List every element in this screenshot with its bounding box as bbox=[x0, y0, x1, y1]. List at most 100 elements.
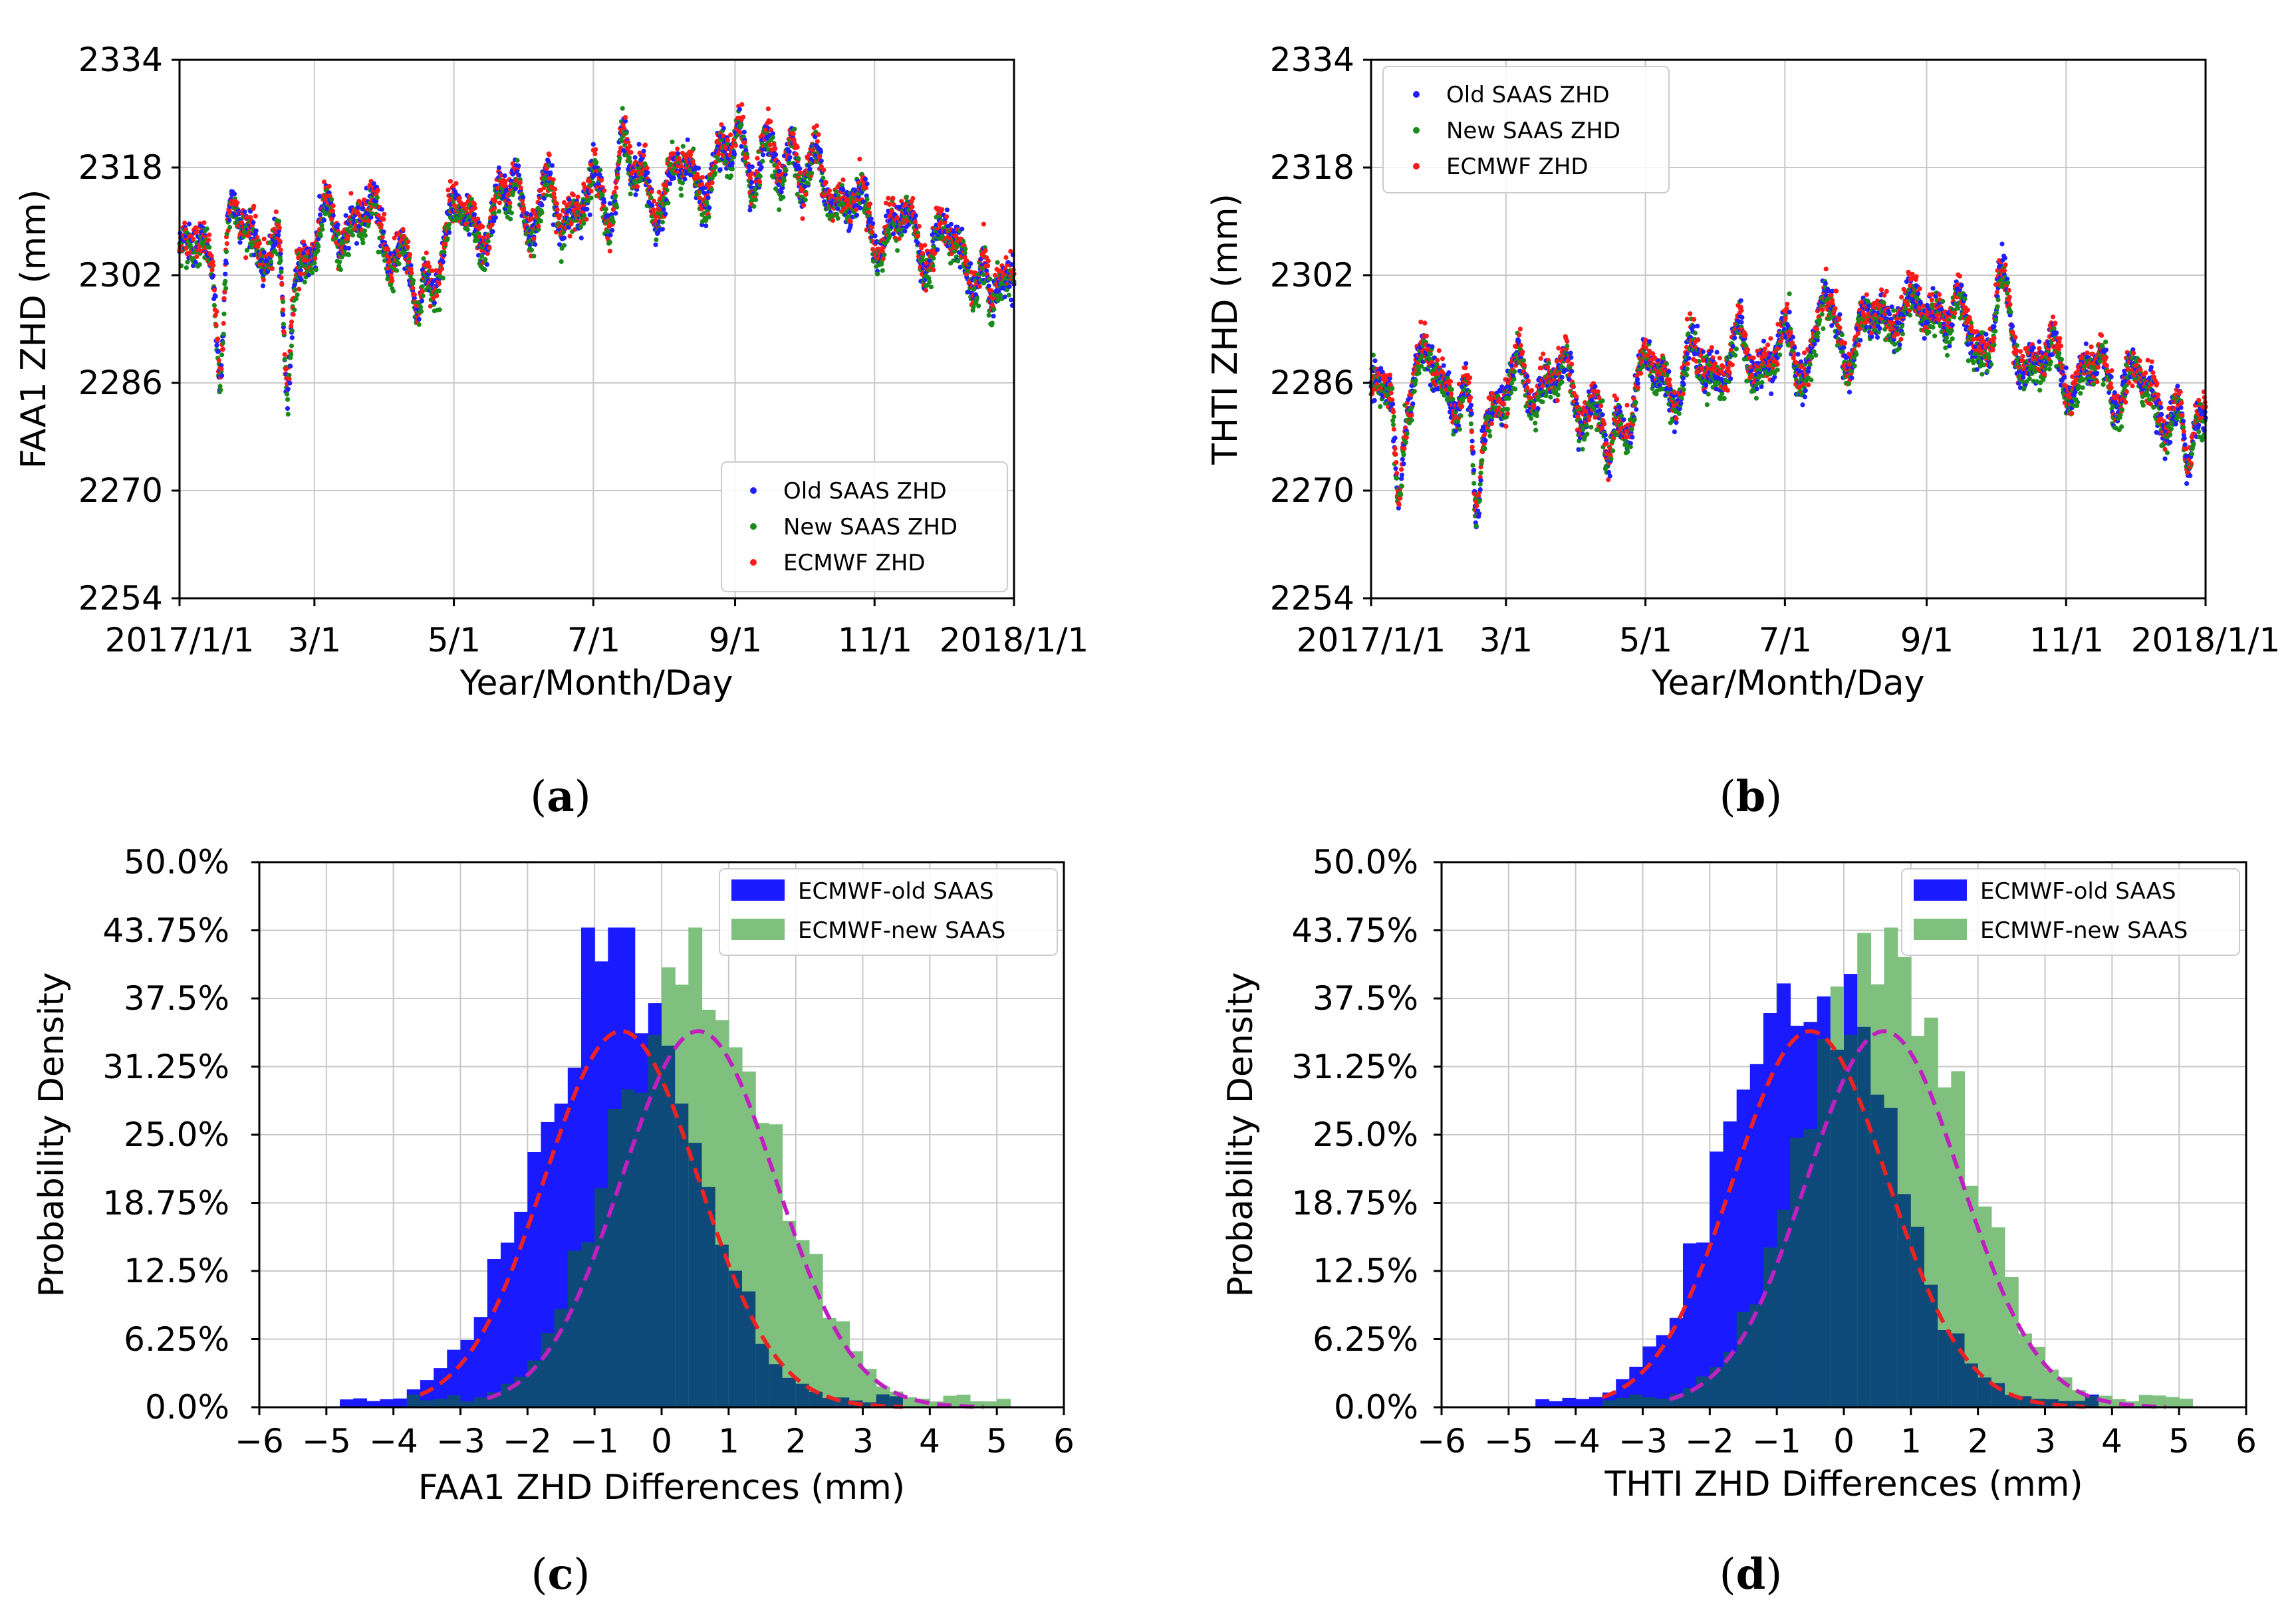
scatter-point bbox=[552, 195, 557, 201]
scatter-point bbox=[277, 243, 282, 249]
scatter-point bbox=[443, 241, 448, 247]
scatter-point bbox=[977, 284, 982, 289]
scatter-point bbox=[209, 253, 214, 259]
scatter-point bbox=[319, 223, 324, 228]
scatter-point bbox=[330, 203, 336, 209]
scatter-point bbox=[1394, 471, 1400, 476]
scatter-point bbox=[768, 119, 773, 124]
scatter-point bbox=[386, 247, 391, 252]
scatter-point bbox=[447, 230, 452, 235]
scatter-point bbox=[509, 210, 515, 215]
scatter-point bbox=[214, 342, 219, 348]
scatter-point bbox=[1463, 365, 1468, 370]
scatter-point bbox=[244, 247, 249, 253]
scatter-point bbox=[795, 144, 800, 150]
scatter-point bbox=[218, 388, 223, 393]
scatter-point bbox=[182, 220, 188, 225]
scatter-point bbox=[663, 211, 668, 217]
scatter-point bbox=[493, 215, 499, 220]
scatter-point bbox=[317, 212, 323, 217]
scatter-point bbox=[895, 248, 900, 253]
scatter-point bbox=[247, 231, 252, 236]
scatter-point bbox=[244, 215, 249, 220]
scatter-point bbox=[725, 138, 730, 143]
scatter-point bbox=[348, 191, 354, 196]
scatter-point bbox=[547, 152, 552, 158]
scatter-point bbox=[503, 179, 508, 184]
scatter-point bbox=[645, 170, 650, 175]
scatter-point bbox=[251, 203, 257, 209]
scatter-point bbox=[492, 211, 497, 216]
scatter-point bbox=[292, 307, 297, 312]
scatter-point bbox=[1436, 348, 1442, 354]
scatter-point bbox=[602, 199, 607, 205]
scatter-point bbox=[1403, 440, 1408, 445]
scatter-point bbox=[278, 247, 283, 253]
scatter-point bbox=[1398, 492, 1404, 497]
scatter-point bbox=[985, 259, 991, 264]
scatter-point bbox=[475, 216, 481, 221]
scatter-point bbox=[641, 153, 646, 158]
scatter-point bbox=[751, 203, 757, 209]
scatter-point bbox=[559, 259, 564, 265]
scatter-point bbox=[302, 279, 307, 285]
scatter-point bbox=[531, 253, 537, 259]
scatter-point bbox=[437, 307, 442, 312]
scatter-point bbox=[396, 261, 402, 267]
scatter-point bbox=[793, 152, 799, 157]
scatter-point bbox=[381, 217, 386, 222]
scatter-point bbox=[277, 225, 282, 231]
ytick-label: 2318 bbox=[78, 148, 163, 187]
scatter-point bbox=[594, 160, 599, 165]
scatter-point bbox=[539, 203, 545, 208]
scatter-point bbox=[390, 278, 395, 283]
scatter-point bbox=[713, 164, 718, 170]
scatter-point bbox=[676, 151, 681, 156]
scatter-point bbox=[644, 166, 650, 171]
scatter-point bbox=[590, 142, 596, 147]
scatter-point bbox=[219, 366, 224, 372]
scatter-point bbox=[360, 240, 366, 245]
scatter-point bbox=[622, 115, 628, 120]
scatter-point bbox=[289, 328, 295, 334]
scatter-point bbox=[1394, 475, 1400, 481]
scatter-point bbox=[974, 296, 979, 301]
scatter-point bbox=[285, 411, 291, 417]
scatter-point bbox=[675, 146, 680, 152]
scatter-point bbox=[1424, 333, 1429, 338]
scatter-point bbox=[613, 193, 618, 199]
scatter-point bbox=[297, 287, 302, 292]
scatter-point bbox=[890, 196, 896, 201]
scatter-point bbox=[848, 219, 853, 224]
scatter-point bbox=[1401, 452, 1406, 457]
scatter-point bbox=[1458, 413, 1464, 419]
scatter-point bbox=[617, 156, 622, 161]
scatter-point bbox=[471, 201, 477, 207]
scatter-point bbox=[1466, 389, 1471, 394]
scatter-point bbox=[412, 295, 417, 300]
scatter-point bbox=[185, 259, 190, 265]
scatter-point bbox=[285, 386, 291, 392]
scatter-point bbox=[379, 207, 384, 212]
scatter-point bbox=[299, 277, 304, 283]
scatter-point bbox=[382, 258, 388, 263]
scatter-point bbox=[1410, 401, 1416, 407]
scatter-point bbox=[330, 208, 335, 213]
scatter-point bbox=[453, 181, 459, 186]
scatter-point bbox=[419, 298, 425, 304]
scatter-point bbox=[207, 245, 212, 250]
scatter-point bbox=[436, 288, 442, 294]
scatter-point bbox=[872, 233, 878, 239]
legend-a: Old SAAS ZHD New SAAS ZHD ECMWF ZHD bbox=[721, 461, 1008, 592]
scatter-point bbox=[801, 203, 807, 208]
scatter-points-a bbox=[177, 102, 1017, 417]
scatter-point bbox=[508, 216, 513, 222]
scatter-point bbox=[360, 205, 366, 211]
scatter-point bbox=[742, 140, 747, 146]
scatter-point bbox=[770, 135, 775, 140]
scatter-point bbox=[777, 207, 782, 213]
scatter-point bbox=[1394, 460, 1399, 465]
scatter-point bbox=[260, 283, 266, 288]
scatter-point bbox=[370, 211, 375, 217]
scatter-point bbox=[633, 192, 638, 197]
